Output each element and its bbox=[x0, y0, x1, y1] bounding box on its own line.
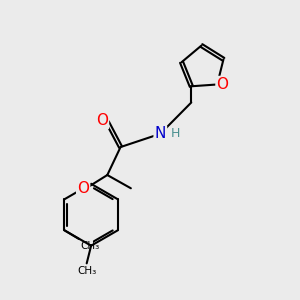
Text: N: N bbox=[154, 126, 166, 141]
Text: CH₃: CH₃ bbox=[80, 242, 100, 251]
Text: O: O bbox=[217, 77, 229, 92]
Text: O: O bbox=[77, 182, 89, 196]
Text: CH₃: CH₃ bbox=[77, 266, 96, 276]
Text: O: O bbox=[96, 113, 108, 128]
Text: H: H bbox=[170, 127, 180, 140]
